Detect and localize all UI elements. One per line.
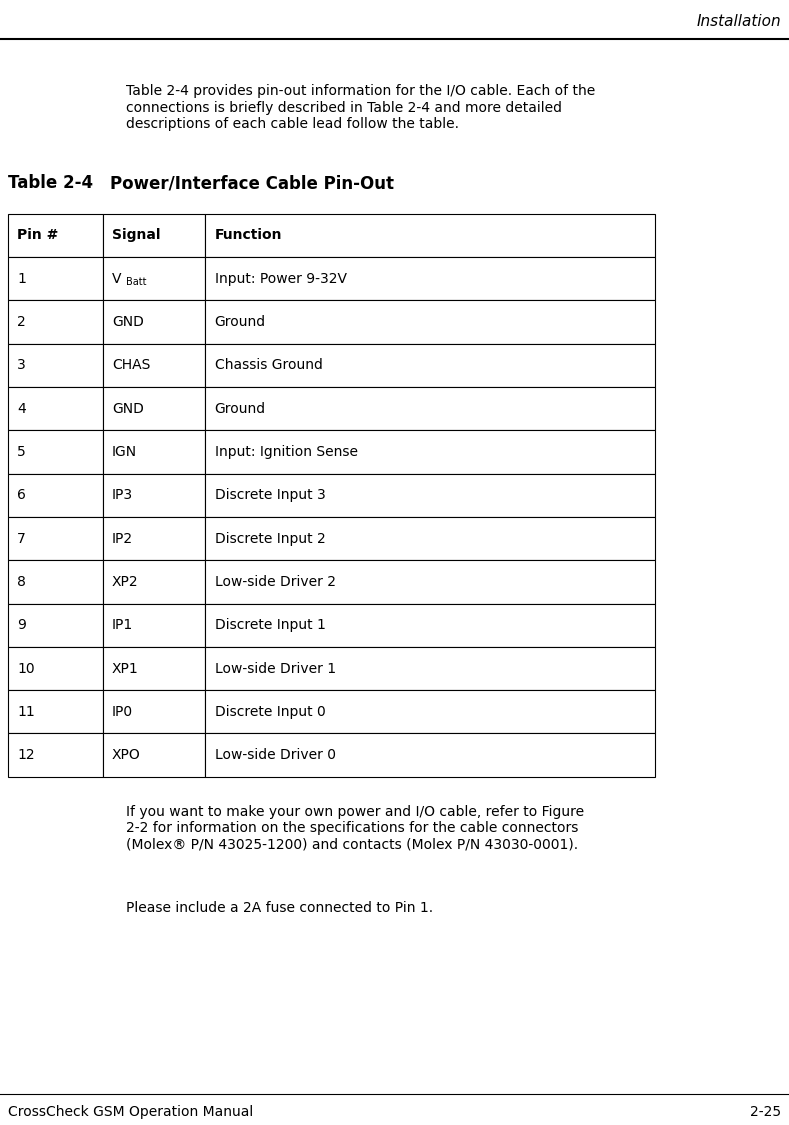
Bar — [103, 214, 205, 256]
Bar — [205, 343, 655, 387]
Text: Discrete Input 0: Discrete Input 0 — [215, 705, 325, 719]
Text: V: V — [112, 272, 122, 286]
Text: Please include a 2A fuse connected to Pin 1.: Please include a 2A fuse connected to Pi… — [126, 900, 433, 915]
Text: 4: 4 — [17, 402, 26, 415]
Text: XPO: XPO — [112, 748, 140, 762]
Bar — [205, 690, 655, 734]
Bar — [103, 387, 205, 430]
Text: Signal: Signal — [112, 228, 160, 242]
Text: CHAS: CHAS — [112, 359, 151, 372]
Bar — [8, 256, 103, 300]
Bar — [205, 214, 655, 256]
Text: CrossCheck GSM Operation Manual: CrossCheck GSM Operation Manual — [8, 1105, 253, 1118]
Bar — [103, 256, 205, 300]
Bar — [8, 516, 103, 560]
Text: 8: 8 — [17, 575, 26, 588]
Text: 3: 3 — [17, 359, 26, 372]
Bar — [103, 647, 205, 690]
Text: Batt: Batt — [126, 277, 147, 287]
Bar — [103, 343, 205, 387]
Text: Table 2-4: Table 2-4 — [8, 174, 93, 192]
Text: Discrete Input 2: Discrete Input 2 — [215, 532, 325, 546]
Bar — [8, 474, 103, 516]
Text: IP3: IP3 — [112, 488, 133, 502]
Bar — [103, 734, 205, 776]
Text: Input: Ignition Sense: Input: Ignition Sense — [215, 446, 357, 459]
Text: If you want to make your own power and I/O cable, refer to Figure
2-2 for inform: If you want to make your own power and I… — [126, 804, 585, 852]
Text: XP1: XP1 — [112, 662, 139, 675]
Bar — [205, 256, 655, 300]
Text: 10: 10 — [17, 662, 35, 675]
Text: Low-side Driver 0: Low-side Driver 0 — [215, 748, 335, 762]
Bar — [8, 214, 103, 256]
Bar — [103, 474, 205, 516]
Bar — [8, 734, 103, 776]
Bar — [8, 430, 103, 474]
Bar — [205, 603, 655, 647]
Text: 2-25: 2-25 — [750, 1105, 781, 1118]
Text: 9: 9 — [17, 619, 26, 632]
Bar — [8, 560, 103, 603]
Text: Function: Function — [215, 228, 282, 242]
Text: Discrete Input 3: Discrete Input 3 — [215, 488, 325, 502]
Text: Ground: Ground — [215, 315, 266, 328]
Bar — [205, 647, 655, 690]
Bar — [103, 430, 205, 474]
Bar — [103, 603, 205, 647]
Bar — [205, 474, 655, 516]
Bar — [103, 690, 205, 734]
Text: Low-side Driver 1: Low-side Driver 1 — [215, 662, 336, 675]
Bar — [205, 387, 655, 430]
Text: IP0: IP0 — [112, 705, 133, 719]
Text: 6: 6 — [17, 488, 26, 502]
Text: Installation: Installation — [697, 15, 781, 29]
Text: 11: 11 — [17, 705, 35, 719]
Bar — [205, 516, 655, 560]
Text: Power/Interface Cable Pin-Out: Power/Interface Cable Pin-Out — [110, 174, 394, 192]
Bar — [103, 300, 205, 343]
Text: IP2: IP2 — [112, 532, 133, 546]
Text: Input: Power 9-32V: Input: Power 9-32V — [215, 272, 346, 286]
Text: Table 2-4 provides pin-out information for the I/O cable. Each of the
connection: Table 2-4 provides pin-out information f… — [126, 84, 596, 130]
Bar — [205, 300, 655, 343]
Text: 12: 12 — [17, 748, 35, 762]
Text: 5: 5 — [17, 446, 26, 459]
Bar — [205, 560, 655, 603]
Bar — [8, 603, 103, 647]
Bar — [103, 516, 205, 560]
Bar — [205, 734, 655, 776]
Bar — [8, 343, 103, 387]
Text: Discrete Input 1: Discrete Input 1 — [215, 619, 326, 632]
Text: IGN: IGN — [112, 446, 137, 459]
Text: Pin #: Pin # — [17, 228, 58, 242]
Text: Ground: Ground — [215, 402, 266, 415]
Bar — [103, 560, 205, 603]
Text: 7: 7 — [17, 532, 26, 546]
Bar — [205, 430, 655, 474]
Bar — [8, 300, 103, 343]
Bar — [8, 647, 103, 690]
Text: XP2: XP2 — [112, 575, 139, 588]
Text: GND: GND — [112, 402, 144, 415]
Bar — [8, 690, 103, 734]
Text: IP1: IP1 — [112, 619, 133, 632]
Text: 2: 2 — [17, 315, 26, 328]
Text: Low-side Driver 2: Low-side Driver 2 — [215, 575, 335, 588]
Text: 1: 1 — [17, 272, 26, 286]
Text: GND: GND — [112, 315, 144, 328]
Bar — [8, 387, 103, 430]
Text: Chassis Ground: Chassis Ground — [215, 359, 323, 372]
